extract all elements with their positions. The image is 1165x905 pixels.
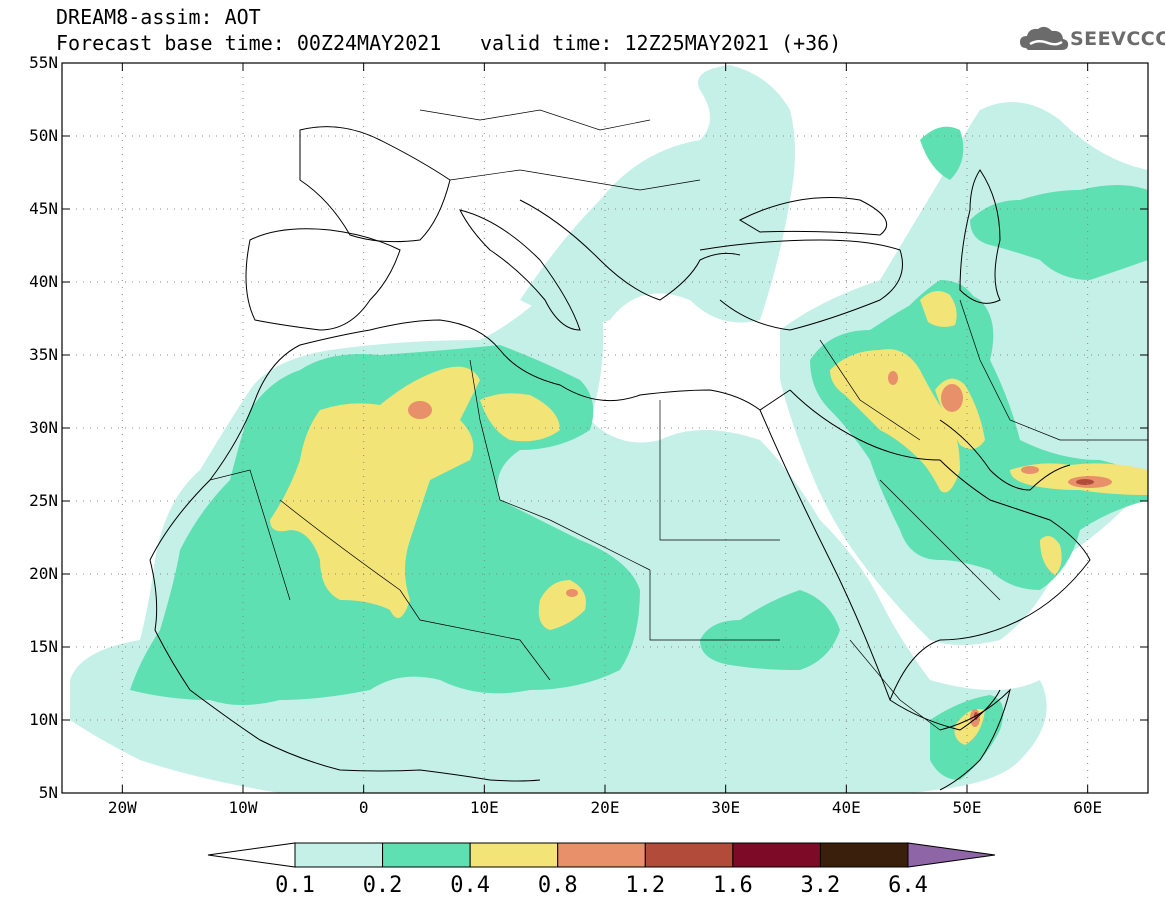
aot-region-yellow-oman [1040,536,1062,575]
border-algeria-libya [469,359,501,501]
lat-label: 5N [39,783,58,802]
lon-label: 20W [108,798,137,817]
colorbar-swatch [732,842,821,868]
border-europe-1 [419,109,651,131]
coast-red-sea [759,409,1001,731]
lon-label: 30E [711,798,740,817]
aot-region-mid-chad [700,590,840,670]
lat-axis-labels: 55N 50N 45N 40N 35N 30N 25N 20N 15N 10N 5N [29,53,58,802]
logo-text: SEEVCCC [1070,28,1165,50]
colorbar: 0.1 0.2 0.4 0.8 1.2 1.6 3.2 6.4 [207,842,996,898]
colorbar-swatch [382,842,471,868]
coast-caspian [959,169,1001,304]
coastlines [149,126,1091,791]
valid-time: valid time: 12Z25MAY2021 (+36) [480,31,842,55]
border-sudan [649,570,780,641]
lat-label: 35N [29,345,58,364]
lon-label: 40E [832,798,861,817]
coast-france [299,126,451,243]
aot-region-orange-iraq [941,384,963,412]
aot-region-orange-gulf [1021,466,1039,474]
colorbar-over-arrow [907,842,996,868]
lat-label: 15N [29,637,58,656]
colorbar-swatch [644,842,734,868]
border-iran [959,299,1148,441]
coast-italy [459,209,581,331]
coast-iberia [245,228,401,331]
lat-label: 20N [29,564,58,583]
border-mali-mauritania [209,469,291,601]
coast-horn [939,688,1011,791]
colorbar-label: 0.2 [363,873,403,898]
chart-title: DREAM8-assim: AOT [56,5,261,29]
colorbar-label: 0.8 [538,873,578,898]
border-iraq [819,339,921,441]
aot-region-yellow-algeria [270,366,480,618]
coast-north-africa [149,319,791,561]
colorbar-swatch [469,842,559,868]
aot-region-mid-caucasus [920,126,964,180]
lon-label: 10E [470,798,499,817]
coast-arabia [789,389,1091,701]
colorbar-swatch [819,842,909,868]
border-ethiopia [849,639,941,731]
border-niger [399,589,551,681]
lat-label: 50N [29,126,58,145]
aot-layer-0.8 [408,371,1112,727]
lon-label: 10W [229,798,258,817]
aot-region-yellow-turkey [920,291,957,327]
lon-label: 50E [953,798,982,817]
border-egypt [659,400,780,541]
coast-balkans [519,199,741,301]
lat-label: 30N [29,418,58,437]
lat-label: 45N [29,199,58,218]
aot-layer-0.4 [270,291,1148,745]
coast-persian-gulf [939,419,1071,491]
border-algeria-mali [279,499,401,591]
colorbar-label: 3.2 [801,873,841,898]
aot-field [62,63,1148,793]
colorbar-swatch [294,842,384,868]
cloud-logo-icon [1020,26,1069,50]
colorbar-label: 1.6 [713,873,753,898]
axis-ticks [62,62,1148,794]
lon-label: 0 [359,798,369,817]
aot-region-orange-chad [566,589,578,597]
colorbar-label: 0.4 [450,873,490,898]
coast-west-africa [149,559,491,781]
coast-gulf-guinea [489,779,541,782]
lon-label: 60E [1073,798,1102,817]
lat-label: 25N [29,491,58,510]
colorbar-swatch [557,842,646,868]
lat-label: 10N [29,710,58,729]
lat-label: 55N [29,53,58,72]
borders [209,109,1148,731]
forecast-base-time: Forecast base time: 00Z24MAY2021 [56,31,442,55]
aot-region-light-balkans [520,65,795,325]
coast-black-sea [738,197,888,236]
lon-axis-labels: 20W 10W 0 10E 20E 30E 40E 50E 60E [108,798,1102,817]
aot-region-yellow-libya [480,393,560,442]
colorbar-under-arrow [207,842,296,868]
coast-turkey [699,239,903,331]
colorbar-label: 1.2 [625,873,665,898]
aot-region-orange-kuwait [888,371,898,385]
border-europe-2 [449,169,701,191]
lat-label: 40N [29,272,58,291]
border-saudi [879,479,1001,601]
aot-region-orange-algeria [408,401,432,419]
lon-label: 20E [591,798,620,817]
colorbar-label: 0.1 [275,873,315,898]
border-libya-chad [499,499,651,571]
colorbar-label: 6.4 [888,873,928,898]
aot-region-brown-iran [1076,479,1094,485]
aot-region-yellow-iraq [830,349,960,493]
